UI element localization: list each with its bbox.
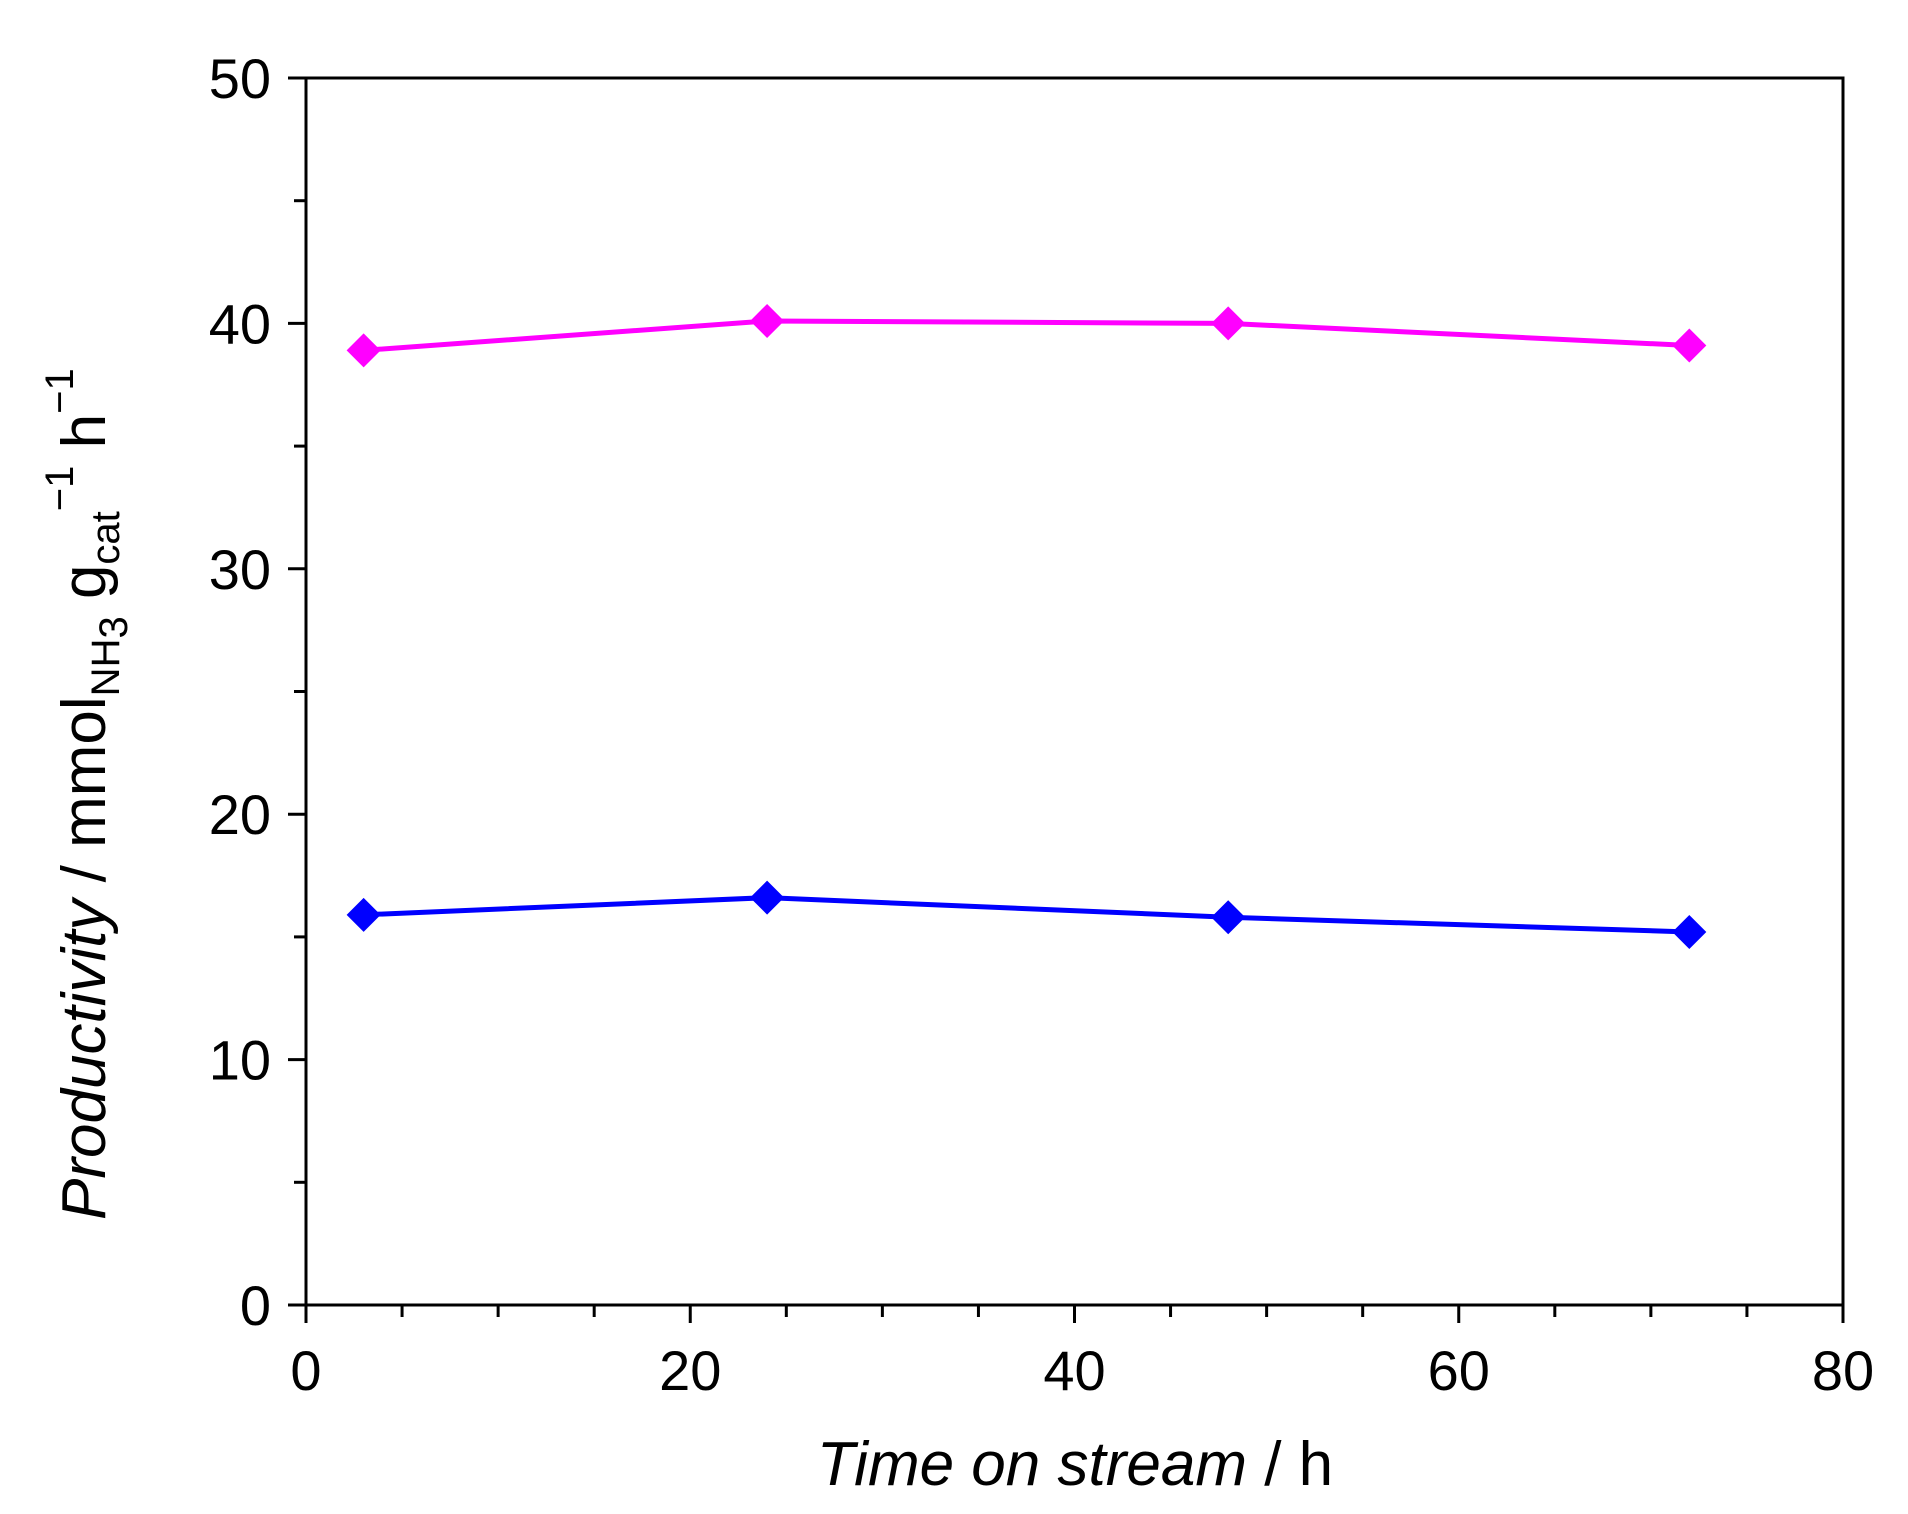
data-point-diamond [1211,900,1246,935]
y-tick-label: 10 [209,1029,271,1092]
x-tick-label: 0 [290,1339,321,1402]
series-line [363,318,1690,353]
x-tick-label: 80 [1812,1339,1874,1402]
y-tick-label: 0 [240,1274,271,1337]
x-tick-label: 40 [1043,1339,1105,1402]
data-point-diamond [346,333,381,368]
data-point-diamond [1672,328,1707,363]
data-point-diamond [346,897,381,932]
series-line [363,895,1690,935]
y-tick-label: 40 [209,292,271,355]
y-tick-label: 30 [209,538,271,601]
y-axis-title: Productivity / mmolNH3 gcat−1 h−1 [38,368,136,1220]
series-0 [346,303,1707,368]
data-point-diamond [1672,914,1707,949]
data-point-diamond [750,880,785,915]
data-point-diamond [1211,306,1246,341]
plot-frame [304,76,1845,1307]
y-tick-label: 50 [209,47,271,110]
x-axis-title: Time on stream / h [817,1430,1333,1499]
data-point-diamond [750,303,785,338]
axis-ticks: 0 20 40 60 80 0 10 20 30 40 50 [209,47,1874,1402]
series-1 [346,880,1707,949]
x-tick-label: 60 [1428,1339,1490,1402]
y-tick-label: 20 [209,783,271,846]
series-group [346,303,1707,949]
x-tick-label: 20 [659,1339,721,1402]
